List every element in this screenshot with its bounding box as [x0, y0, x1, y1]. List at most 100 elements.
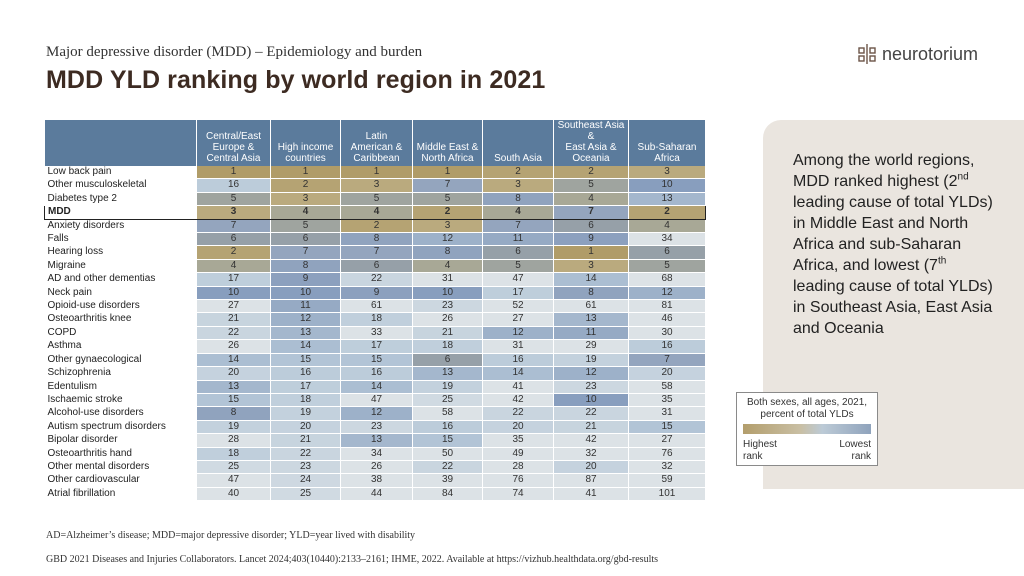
rank-cell: 23 — [340, 420, 413, 435]
column-header-line: South Asia — [494, 153, 542, 164]
row-label: Hearing loss — [44, 245, 197, 260]
rank-cell: 1 — [340, 166, 413, 180]
rank-cell: 42 — [553, 433, 629, 448]
rank-cell: 8 — [340, 232, 413, 247]
column-header-line: Latin — [365, 131, 388, 142]
row-label: Alcohol-use disorders — [44, 406, 197, 421]
rank-cell: 44 — [340, 487, 413, 502]
rank-cell: 30 — [628, 326, 706, 341]
column-header-line: Sub-Saharan — [637, 142, 697, 153]
neurotorium-logo: neurotorium — [858, 43, 978, 65]
rank-cell: 76 — [482, 473, 554, 488]
rank-cell: 28 — [196, 433, 271, 448]
column-header: Middle East & North Africa — [412, 120, 483, 166]
rank-cell: 10 — [270, 286, 341, 301]
rank-cell: 22 — [553, 406, 629, 421]
rank-cell: 7 — [196, 219, 271, 234]
rank-cell: 25 — [196, 460, 271, 475]
rank-cell: 12 — [270, 312, 341, 327]
rank-cell: 50 — [412, 447, 483, 461]
rank-cell: 58 — [628, 380, 706, 394]
column-header-line: Southeast Asia & — [557, 120, 625, 142]
row-label: Atrial fibrillation — [44, 487, 197, 502]
rank-cell: 5 — [340, 192, 413, 207]
rank-cell: 18 — [412, 339, 483, 354]
rank-cell: 2 — [340, 219, 413, 234]
table-row: AD and other dementias 17 9 22 31 47 14 68 — [44, 272, 706, 287]
row-label: Neck pain — [44, 286, 197, 301]
rank-cell: 59 — [628, 473, 706, 488]
rank-cell: 14 — [340, 380, 413, 394]
rank-cell: 2 — [412, 205, 483, 220]
rank-cell: 81 — [628, 299, 706, 314]
rank-cell: 10 — [412, 286, 483, 301]
rank-cell: 6 — [270, 232, 341, 247]
rank-cell: 13 — [553, 312, 629, 327]
table-row: Alcohol-use disorders 8 19 12 58 22 22 31 — [44, 406, 706, 421]
rank-cell: 52 — [482, 299, 554, 314]
rank-cell: 26 — [196, 339, 271, 354]
rank-cell: 12 — [412, 232, 483, 247]
rank-cell: 7 — [270, 245, 341, 260]
column-header: Southeast Asia & East Asia & Oceania — [553, 120, 629, 166]
table-row: Edentulism 13 17 14 19 41 23 58 — [44, 380, 706, 394]
rank-cell: 11 — [553, 326, 629, 341]
table-row: Falls 6 6 8 12 11 9 34 — [44, 232, 706, 247]
table-row: Diabetes type 2 5 3 5 5 8 4 13 — [44, 192, 706, 207]
rank-cell: 47 — [196, 473, 271, 488]
rank-cell: 34 — [340, 447, 413, 461]
table-row: Asthma 26 14 17 18 31 29 16 — [44, 339, 706, 354]
rank-cell: 20 — [270, 420, 341, 435]
rank-cell: 8 — [270, 259, 341, 274]
abbreviations-footnote: AD=Alzheimer’s disease; MDD=major depres… — [46, 530, 416, 541]
rank-cell: 31 — [628, 406, 706, 421]
rank-cell: 13 — [196, 380, 271, 394]
rank-cell: 15 — [628, 420, 706, 435]
row-label: Other musculoskeletal — [44, 178, 197, 193]
table-row: Low back pain 1 1 1 1 2 2 3 — [44, 166, 706, 180]
row-label: Opioid-use disorders — [44, 299, 197, 314]
corner-header-cell — [44, 120, 197, 166]
rank-cell: 84 — [412, 487, 483, 502]
rank-cell: 23 — [412, 299, 483, 314]
rank-cell: 19 — [412, 380, 483, 394]
row-label: Osteoarthritis knee — [44, 312, 197, 327]
column-header-line: Central/East — [205, 131, 262, 142]
rank-cell: 39 — [412, 473, 483, 488]
rank-cell: 35 — [628, 393, 706, 408]
row-label: COPD — [44, 326, 197, 341]
rank-cell: 8 — [553, 286, 629, 301]
rank-cell: 24 — [270, 473, 341, 488]
row-label: Other mental disorders — [44, 460, 197, 475]
rank-cell: 28 — [482, 460, 554, 475]
rank-cell: 41 — [553, 487, 629, 502]
rank-cell: 40 — [196, 487, 271, 502]
row-label: Edentulism — [44, 380, 197, 394]
rank-cell: 35 — [482, 433, 554, 448]
column-header-line: Europe & — [212, 142, 255, 153]
rank-cell: 9 — [340, 286, 413, 301]
rank-cell: 15 — [270, 353, 341, 368]
rank-cell: 16 — [482, 353, 554, 368]
rank-cell: 14 — [196, 353, 271, 368]
side-panel-text: Among the world regions, MDD ranked high… — [793, 152, 993, 337]
rank-cell: 3 — [270, 192, 341, 207]
rank-cell: 20 — [482, 420, 554, 435]
table-row: Neck pain 10 10 9 10 17 8 12 — [44, 286, 706, 301]
rank-cell: 31 — [412, 272, 483, 287]
rank-cell: 16 — [340, 366, 413, 381]
rank-cell: 14 — [270, 339, 341, 354]
slide-title: MDD YLD ranking by world region in 2021 — [46, 66, 546, 94]
rank-cell: 49 — [482, 447, 554, 461]
rank-cell: 5 — [628, 259, 706, 274]
rank-cell: 8 — [482, 192, 554, 207]
column-header: South Asia — [482, 120, 554, 166]
rank-cell: 2 — [482, 166, 554, 180]
rank-cell: 25 — [270, 487, 341, 502]
table-row: Autism spectrum disorders 19 20 23 16 20 21 15 — [44, 420, 706, 435]
rank-cell: 7 — [628, 353, 706, 368]
rank-cell: 6 — [340, 259, 413, 274]
column-header-line: Central Asia — [206, 153, 261, 164]
rank-cell: 21 — [412, 326, 483, 341]
table-row: Other cardiovascular 47 24 38 39 76 87 59 — [44, 473, 706, 488]
